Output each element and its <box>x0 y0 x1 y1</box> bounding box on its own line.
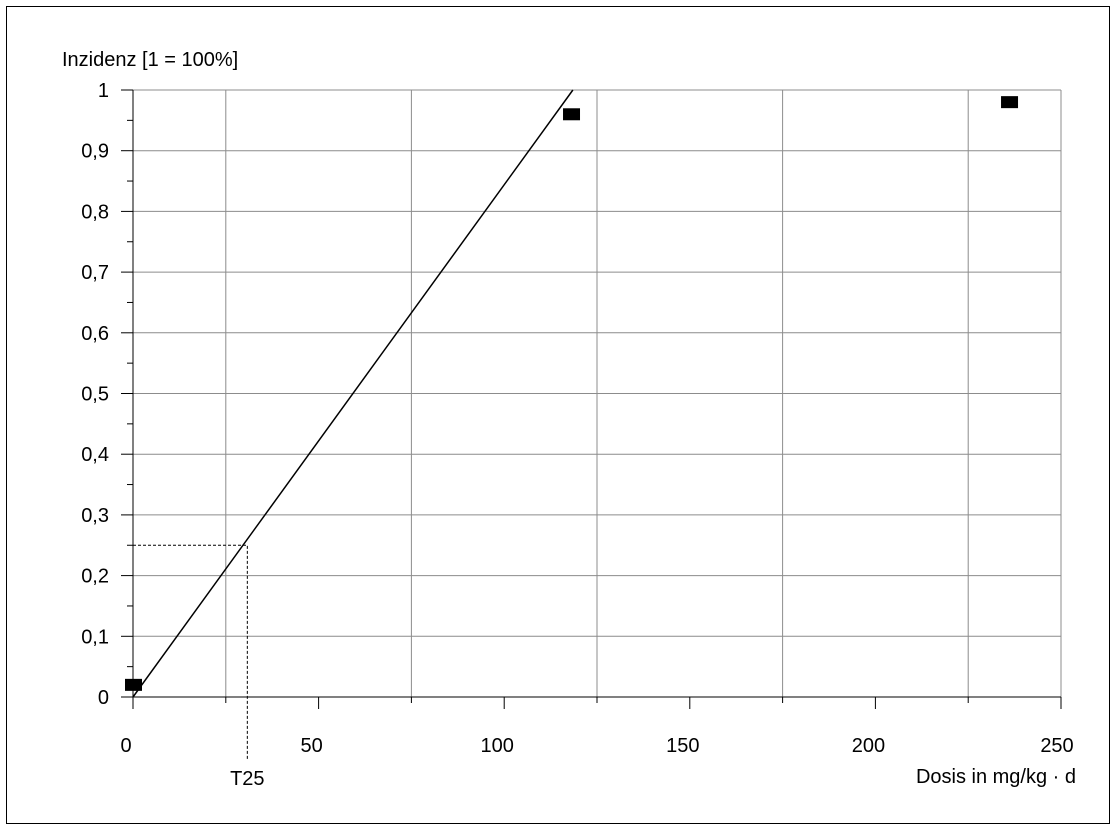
t25-dashed-line <box>133 544 248 759</box>
data-point <box>1001 96 1019 109</box>
y-tick-label: 0,9 <box>81 141 109 163</box>
x-tick-label: 250 <box>1040 735 1073 757</box>
x-tick-label: 150 <box>666 735 699 757</box>
data-points <box>125 96 1019 691</box>
y-tick-label: 0,1 <box>81 626 109 648</box>
y-tick-label: 0,2 <box>81 566 109 588</box>
fit-line-group <box>132 89 574 698</box>
y-tick-label: 0,4 <box>81 444 109 466</box>
y-axis-label: Inzidenz [1 = 100%] <box>62 49 238 71</box>
x-tick-label: 50 <box>300 735 322 757</box>
y-tick-label: 0,6 <box>81 323 109 345</box>
fit-line <box>132 89 574 698</box>
tick-labels: 0 0,1 0,2 0,3 0,4 0,5 0,6 0,7 0,8 0,9 1 0 50 100 150 20… <box>81 80 1074 757</box>
grid <box>133 89 1062 697</box>
x-tick-label: 100 <box>481 735 514 757</box>
y-tick-label: 0,8 <box>81 201 109 223</box>
ticks <box>121 89 1062 709</box>
y-tick-label: 0,5 <box>81 384 109 406</box>
y-tick-label: 0,7 <box>81 262 109 284</box>
y-tick-label: 1 <box>98 80 109 102</box>
data-point <box>125 678 142 691</box>
x-tick-label: 0 <box>120 735 131 757</box>
x-tick-label: 200 <box>852 735 885 757</box>
t25-label: T25 <box>230 768 264 790</box>
data-point <box>563 108 581 121</box>
y-tick-label: 0,3 <box>81 505 109 527</box>
chart-frame <box>6 6 1110 824</box>
y-tick-label: 0 <box>98 687 109 709</box>
x-axis-label: Dosis in mg/kg · d <box>916 766 1076 788</box>
t25-marker: T25 <box>133 544 265 790</box>
